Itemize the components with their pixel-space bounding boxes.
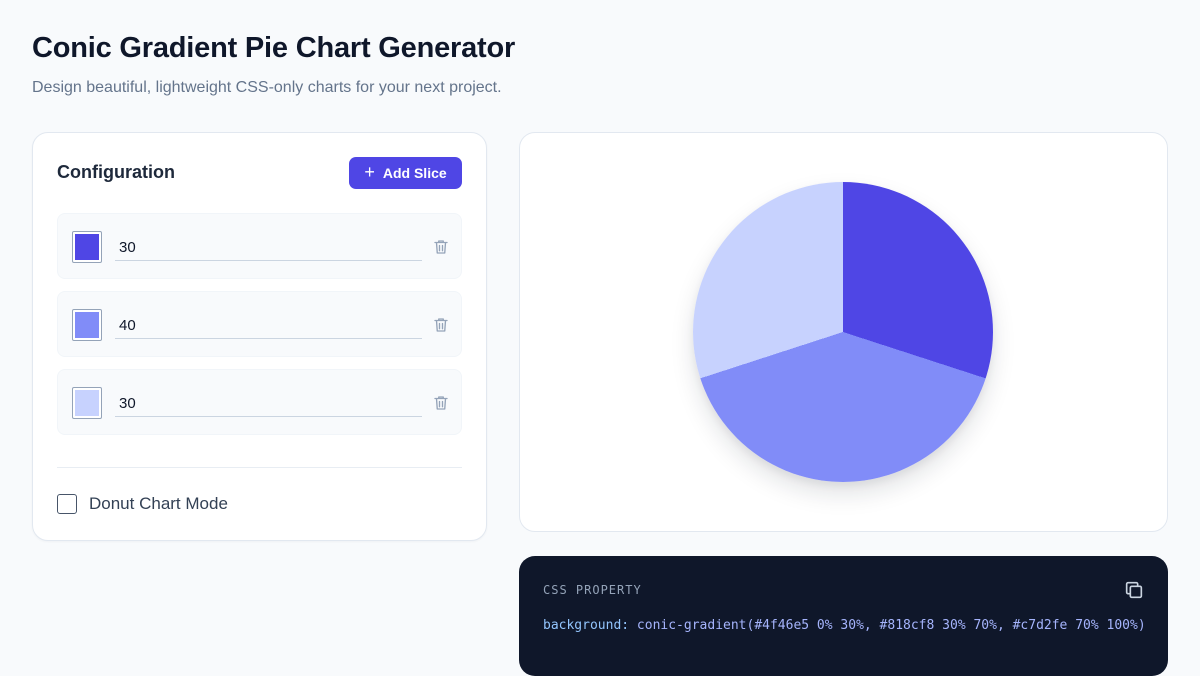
css-property-name: background: (543, 618, 630, 633)
slice-value-input[interactable] (115, 312, 422, 339)
color-picker[interactable] (72, 309, 102, 341)
color-picker[interactable] (72, 387, 102, 419)
copy-icon[interactable] (1123, 579, 1145, 601)
trash-icon[interactable] (432, 238, 450, 256)
chart-preview-panel (519, 132, 1168, 532)
configuration-title: Configuration (57, 162, 175, 182)
color-swatch (75, 390, 99, 416)
pie-chart (693, 182, 993, 482)
slice-value-input[interactable] (115, 390, 422, 417)
slice-list (57, 213, 462, 447)
slice-value-input[interactable] (115, 234, 422, 261)
plus-icon: + (364, 162, 375, 182)
css-output-panel: CSS PROPERTY background: conic-gradient(… (519, 556, 1168, 676)
add-slice-label: Add Slice (382, 165, 447, 181)
color-swatch (75, 312, 99, 338)
divider (57, 467, 462, 468)
css-property-label: CSS PROPERTY (543, 583, 642, 597)
page-title: Conic Gradient Pie Chart Generator (32, 32, 516, 64)
trash-icon[interactable] (432, 394, 450, 412)
slice-row (57, 291, 462, 357)
css-property-value: conic-gradient(#4f46e5 0% 30%, #818cf8 3… (636, 618, 1144, 633)
slice-row (57, 213, 462, 279)
color-swatch (75, 234, 99, 260)
configuration-panel: Configuration + Add Slice Donut Chart Mo… (32, 132, 487, 541)
slice-row (57, 369, 462, 435)
donut-mode-checkbox[interactable] (57, 494, 77, 514)
css-code-line[interactable]: background: conic-gradient(#4f46e5 0% 30… (543, 618, 1144, 633)
add-slice-button[interactable]: + Add Slice (349, 157, 462, 189)
page-subtitle: Design beautiful, lightweight CSS-only c… (32, 79, 502, 96)
trash-icon[interactable] (432, 316, 450, 334)
donut-mode-label: Donut Chart Mode (89, 494, 228, 513)
color-picker[interactable] (72, 231, 102, 263)
donut-mode-toggle[interactable]: Donut Chart Mode (57, 494, 228, 514)
